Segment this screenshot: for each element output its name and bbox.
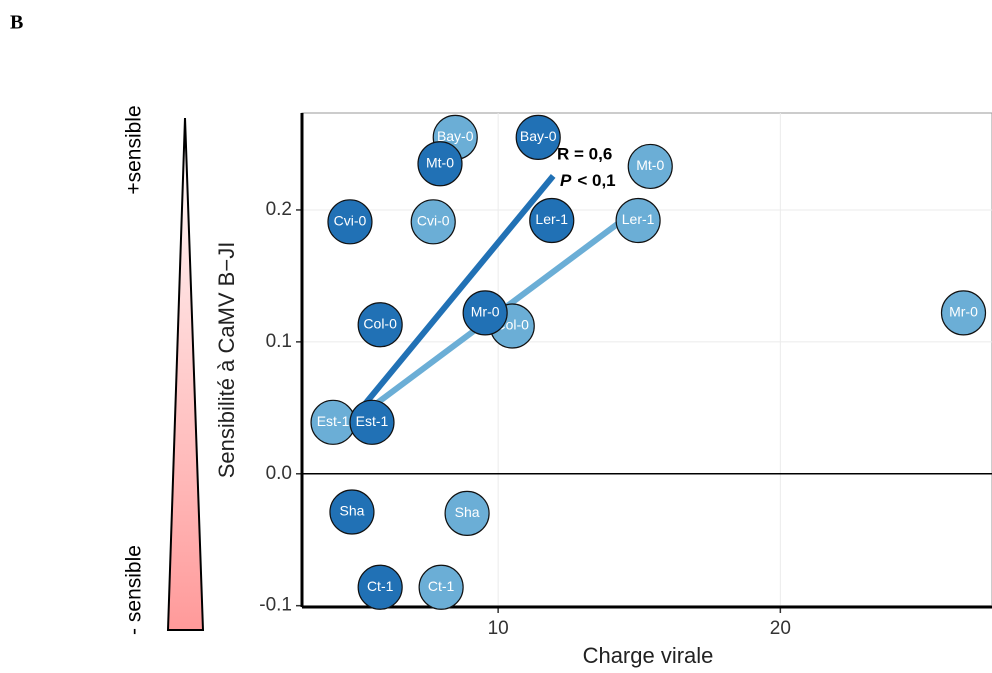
point-label: Cvi-0 [417,213,450,229]
p-text: < 0,1 [577,171,615,190]
point-label: Ler-1 [535,211,568,227]
point-label: Ct-1 [428,578,455,594]
x-tick-label: 10 [488,618,509,639]
annotation-r: R = 0,6 [557,144,612,163]
side-label-bottom: - sensible [123,545,146,635]
point-label: Col-0 [363,315,397,331]
point-label: Mt-0 [636,157,664,173]
point-label: Mr-0 [471,304,500,320]
point-label: Mr-0 [949,304,978,320]
point [349,399,395,445]
point [357,564,403,610]
point [410,199,456,245]
point [444,490,490,536]
point [615,197,661,244]
panel-label: B [10,12,23,34]
point [462,290,508,336]
point [940,290,987,336]
y-axis-label: Sensibilité à CaMV B−JI [214,242,239,479]
point [515,114,561,161]
point-label: Bay-0 [520,128,557,144]
sensitivity-triangle [166,117,205,631]
annotation-p: P < 0,1 [560,171,616,190]
point-label: Sha [455,504,480,520]
y-tick-label: 0.0 [266,463,292,484]
point-label: Sha [339,503,364,519]
point [329,489,375,535]
p-symbol: P [560,171,572,190]
x-axis-label: Charge virale [583,643,714,668]
fit-line [359,174,556,410]
point-label: Est-1 [356,413,389,429]
point-label: Cvi-0 [334,213,367,229]
plot-background [301,112,992,608]
point-label: Est-1 [317,413,350,429]
point-label: Bay-0 [437,128,474,144]
point [417,141,463,187]
side-label-top: +sensible [123,105,146,194]
y-tick-label: 0.1 [266,331,292,352]
plot-area: 10 20 -0.1 0.0 0.1 0.2 Bay-0 Mt-0 Cvi-0 Ler-1 Col-… [259,112,992,639]
point-label: Mt-0 [426,154,454,170]
y-tick-label: -0.1 [259,595,292,616]
point [357,302,403,348]
point [627,143,673,190]
x-tick-label: 20 [770,618,791,639]
point [529,197,575,244]
y-tick-label: 0.2 [266,199,292,220]
point-label: Ler-1 [622,211,655,227]
point [327,199,373,245]
point-label: Ct-1 [367,578,394,594]
point [418,564,464,610]
